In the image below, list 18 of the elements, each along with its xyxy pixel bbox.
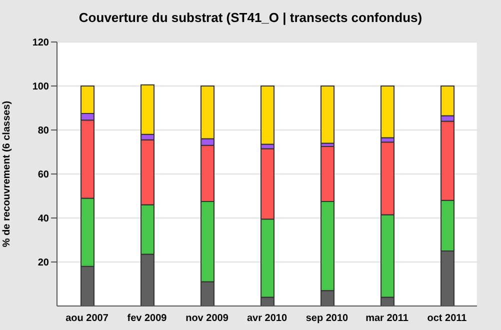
x-tick-label: mar 2011	[366, 313, 409, 324]
y-tick-label: 40	[38, 214, 50, 225]
x-tick-label: aou 2007	[66, 313, 109, 324]
bar	[320, 86, 334, 144]
bar	[260, 86, 274, 145]
x-tick-label: avr 2010	[246, 313, 288, 324]
y-tick-label: 100	[32, 82, 50, 93]
bar	[380, 86, 394, 138]
y-tick-label: 80	[38, 126, 50, 137]
y-axis-title: % de recouvrement (6 classes)	[2, 100, 13, 248]
y-tick-label: 60	[38, 170, 50, 181]
y-tick-label: 20	[38, 258, 50, 269]
x-tick-label: oct 2011	[427, 313, 468, 324]
chart-title: Couverture du substrat (ST41_O | transects confondus)	[78, 10, 424, 25]
x-tick-label: sep 2010	[306, 313, 349, 324]
x-tick-label: fev 2009	[127, 313, 168, 324]
x-tick-label: nov 2009	[186, 313, 229, 324]
y-tick-label: 120	[32, 38, 50, 49]
